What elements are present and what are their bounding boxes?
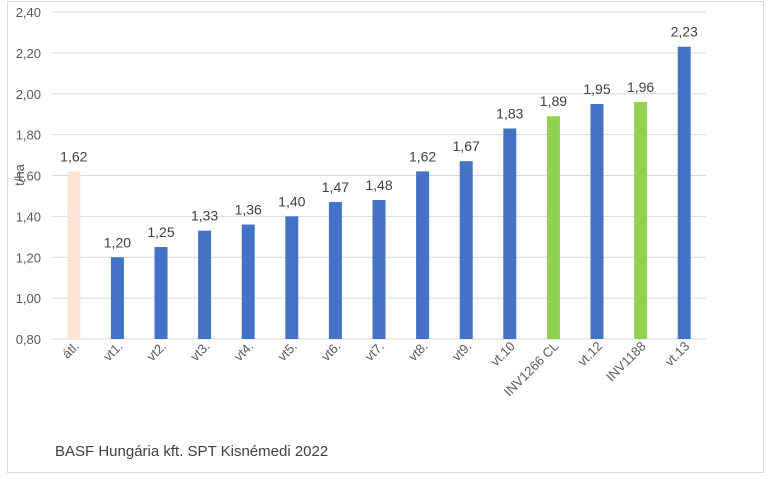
y-tick-label: 1,20 bbox=[16, 250, 41, 265]
y-tick-label: 1,00 bbox=[16, 291, 41, 306]
y-tick-label: 1,60 bbox=[16, 169, 41, 184]
data-label: 1,36 bbox=[235, 202, 262, 218]
data-label: 2,23 bbox=[671, 24, 698, 40]
data-label: 1,67 bbox=[453, 138, 480, 154]
x-tick-label: átl. bbox=[59, 339, 82, 362]
bar bbox=[241, 224, 255, 339]
bar bbox=[67, 171, 81, 339]
data-label: 1,62 bbox=[60, 148, 87, 164]
bar bbox=[459, 161, 473, 339]
bar bbox=[285, 216, 299, 339]
footnote: BASF Hungária kft. SPT Kisnémedi 2022 bbox=[55, 443, 329, 460]
x-tick-label: vt1. bbox=[100, 339, 125, 364]
y-tick-label: 2,20 bbox=[16, 46, 41, 61]
bar bbox=[546, 116, 560, 339]
bar bbox=[154, 247, 168, 339]
y-tick-label: 1,40 bbox=[16, 209, 41, 224]
data-label: 1,47 bbox=[322, 179, 349, 195]
data-label: 1,33 bbox=[191, 208, 218, 224]
data-label: 1,96 bbox=[627, 79, 654, 95]
y-axis-label: t/ha bbox=[12, 163, 27, 185]
x-axis-ticks: átl. vt1. vt2. vt3. vt4. vt5. vt6. vt7. vt8. vt9.… bbox=[59, 339, 692, 400]
x-tick-label: vt.12 bbox=[575, 339, 606, 370]
data-label: 1,25 bbox=[147, 224, 174, 240]
x-tick-label: vt8. bbox=[405, 339, 430, 364]
x-tick-label: vt6. bbox=[318, 339, 343, 364]
y-tick-label: 2,00 bbox=[16, 87, 41, 102]
x-tick-label: vt3. bbox=[187, 339, 212, 364]
y-tick-label: 1,80 bbox=[16, 128, 41, 143]
bar bbox=[590, 103, 604, 339]
bar bbox=[198, 230, 212, 339]
data-label: 1,20 bbox=[104, 234, 131, 250]
bar bbox=[503, 128, 517, 339]
bars bbox=[67, 46, 691, 340]
data-label: 1,48 bbox=[365, 177, 392, 193]
x-tick-label: INV1188 bbox=[603, 339, 649, 385]
data-labels: 1,62 1,20 1,25 1,33 1,36 1,40 1,47 1,48 1,62 1,67… bbox=[60, 24, 698, 251]
x-tick-label: vt5. bbox=[274, 339, 299, 364]
data-label: 1,95 bbox=[583, 81, 610, 97]
bar bbox=[110, 257, 124, 339]
data-label: 1,83 bbox=[496, 105, 523, 121]
x-tick-label: vt.13 bbox=[662, 339, 693, 370]
bar bbox=[372, 200, 386, 339]
bar bbox=[677, 46, 691, 340]
data-label: 1,40 bbox=[278, 193, 305, 209]
x-tick-label: vt2. bbox=[144, 339, 169, 364]
data-label: 1,89 bbox=[540, 93, 567, 109]
x-tick-label: vt9. bbox=[449, 339, 474, 364]
x-tick-label: vt.10 bbox=[487, 339, 518, 370]
data-label: 1,62 bbox=[409, 148, 436, 164]
y-axis-ticks: 0,80 1,00 1,20 1,40 1,60 1,80 2,00 2,20 2,40 bbox=[16, 5, 41, 347]
bar bbox=[328, 202, 342, 339]
x-tick-label: vt4. bbox=[231, 339, 256, 364]
y-tick-label: 2,40 bbox=[16, 5, 41, 20]
bar bbox=[634, 101, 648, 339]
bar bbox=[416, 171, 430, 339]
y-tick-label: 0,80 bbox=[16, 332, 41, 347]
x-tick-label: vt7. bbox=[362, 339, 387, 364]
